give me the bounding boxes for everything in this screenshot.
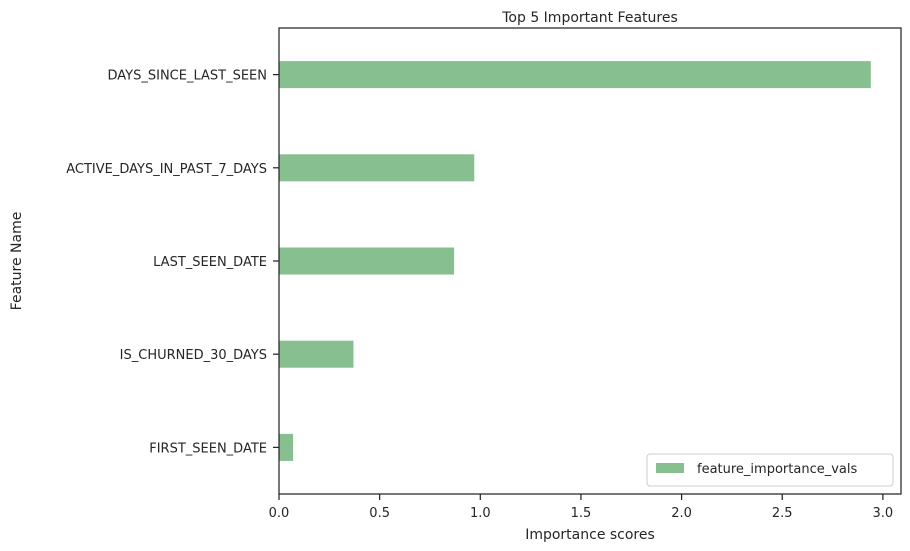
x-tick-label: 1.0 [470,506,491,521]
chart-title: Top 5 Important Features [501,10,678,26]
x-tick-label: 0.5 [369,506,390,521]
y-tick-label: ACTIVE_DAYS_IN_PAST_7_DAYS [66,162,267,177]
x-tick-label: 1.5 [571,506,592,521]
bar-last-seen-date [279,247,455,275]
y-tick-label: FIRST_SEEN_DATE [149,441,267,456]
y-ticks-group: FIRST_SEEN_DATE IS_CHURNED_30_DAYS LAST_SE… [66,69,279,456]
bar-is-churned-30-days [279,340,354,368]
bars-group [279,61,871,461]
bar-first-seen-date [279,433,294,461]
x-ticks-group: 0.0 0.5 1.0 1.5 2.0 2.5 3.0 [269,494,894,521]
x-axis-label: Importance scores [525,527,655,543]
y-axis-label: Feature Name [9,212,25,311]
x-tick-label: 0.0 [269,506,290,521]
y-tick-label: DAYS_SINCE_LAST_SEEN [108,69,268,84]
y-tick-label: LAST_SEEN_DATE [153,255,267,270]
x-tick-label: 2.0 [671,506,692,521]
bar-active-days-in-past-7-days [279,154,475,182]
legend: feature_importance_vals [646,453,894,487]
legend-swatch [656,463,684,473]
y-tick-label: IS_CHURNED_30_DAYS [120,348,267,363]
legend-label: feature_importance_vals [697,462,857,477]
legend-frame [646,453,894,487]
x-tick-label: 2.5 [772,506,793,521]
bar-days-since-last-seen [279,61,871,89]
plot-frame [278,27,902,495]
x-tick-label: 3.0 [873,506,894,521]
